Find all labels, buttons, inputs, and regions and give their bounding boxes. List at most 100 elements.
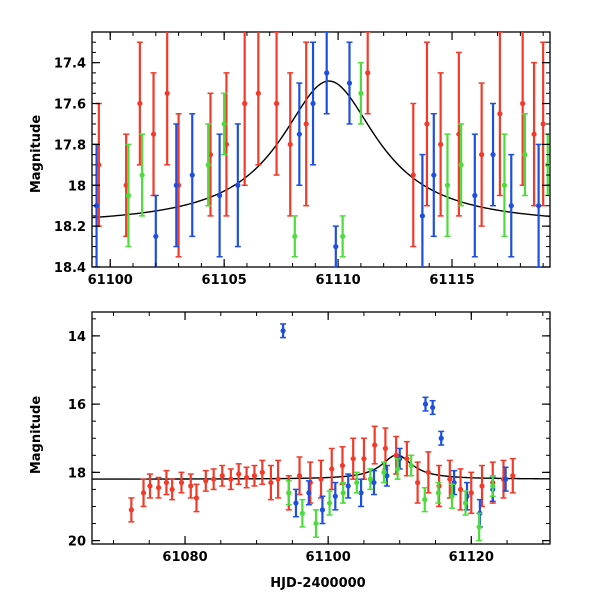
top-axis-ticks: 61100 61105 61110 61115 17.4 17.6 17.8 18 18.2 18… (54, 31, 550, 288)
data-point-red (259, 459, 266, 486)
point-marker (318, 476, 324, 482)
point-marker (438, 141, 444, 147)
point-marker (510, 473, 516, 479)
point-marker (540, 121, 546, 127)
data-point-blue (345, 473, 352, 499)
point-marker (408, 462, 414, 469)
point-marker (479, 152, 485, 158)
point-marker (358, 490, 364, 496)
y-tick-label: 16 (68, 398, 86, 413)
data-point-red (509, 457, 516, 494)
data-point-red (468, 471, 475, 515)
point-marker (155, 485, 162, 491)
y-tick-label: 17.8 (54, 138, 86, 153)
data-point-red (531, 61, 538, 207)
point-marker (365, 70, 371, 76)
point-marker (173, 182, 179, 188)
point-marker (310, 100, 316, 107)
point-marker (536, 203, 542, 209)
point-marker (422, 497, 428, 503)
point-marker (384, 473, 390, 479)
data-point-red (364, 32, 371, 115)
point-marker (268, 479, 274, 486)
point-marker (435, 490, 441, 496)
point-marker (313, 520, 319, 527)
x-tick-label: 61100 (88, 273, 133, 288)
point-marker (128, 507, 134, 513)
point-marker (447, 476, 453, 482)
data-point-blue (319, 495, 326, 525)
point-marker (415, 479, 421, 486)
data-point-red (446, 459, 453, 499)
data-point-red (437, 72, 444, 217)
point-marker (508, 203, 514, 209)
data-point-green (357, 61, 364, 125)
point-marker (367, 476, 373, 482)
bottom-plot-frame (91, 311, 551, 545)
point-marker (476, 524, 482, 530)
y-tick-label: 17.6 (54, 98, 86, 113)
data-point-red (410, 102, 417, 248)
data-point-red (328, 447, 335, 491)
data-point-blue (490, 102, 497, 207)
data-point-blue (471, 133, 478, 258)
point-marker (228, 476, 234, 482)
point-marker (189, 172, 195, 178)
point-marker (292, 233, 298, 239)
data-point-red (267, 464, 274, 501)
point-marker (346, 80, 353, 86)
data-point-red (423, 41, 430, 207)
data-point-red (303, 41, 310, 207)
point-marker (520, 100, 526, 107)
point-marker (424, 121, 430, 127)
data-point-red (140, 478, 147, 508)
point-marker (457, 486, 464, 493)
data-point-blue (422, 396, 429, 412)
data-point-blue (370, 469, 377, 496)
data-point-red (318, 459, 324, 499)
data-point-blue (535, 143, 542, 267)
y-tick-label: 18 (68, 179, 86, 194)
data-point-red (251, 464, 258, 487)
data-point-red (339, 446, 346, 486)
data-point-green (448, 483, 455, 509)
point-marker (501, 182, 508, 188)
data-point-blue (173, 123, 180, 248)
point-marker (340, 490, 346, 496)
data-point-green (312, 509, 319, 538)
data-point-green (339, 215, 346, 258)
data-point-red (457, 468, 464, 511)
point-marker (164, 90, 170, 96)
data-point-blue (430, 112, 437, 238)
data-point-green (435, 481, 442, 504)
data-point-green (340, 481, 347, 504)
point-marker (243, 474, 250, 481)
x-tick-label: 61120 (449, 550, 494, 565)
point-marker (329, 466, 335, 472)
data-point-red (163, 469, 170, 496)
point-marker (319, 507, 326, 513)
point-marker (354, 479, 360, 486)
bottom-plot-marks (92, 323, 550, 542)
top-panel: 61100 61105 61110 61115 17.4 17.6 17.8 18 18.2 18… (29, 31, 551, 288)
y-tick-label: 18.2 (54, 220, 86, 235)
data-point-red (169, 478, 176, 501)
data-point-red (519, 32, 526, 187)
data-point-red (496, 32, 503, 197)
point-marker (217, 192, 223, 199)
data-point-blue (508, 153, 515, 258)
point-marker (462, 500, 469, 506)
point-marker (419, 213, 425, 219)
data-point-red (150, 72, 157, 197)
point-marker (490, 152, 496, 158)
point-marker (449, 493, 455, 499)
data-point-red (202, 469, 209, 492)
point-marker (361, 456, 367, 462)
data-point-red (210, 468, 217, 491)
top-plot-marks (92, 32, 550, 267)
data-point-red (255, 32, 262, 166)
x-tick-label: 61080 (162, 550, 207, 565)
point-marker (458, 162, 464, 168)
data-point-red (164, 32, 171, 166)
